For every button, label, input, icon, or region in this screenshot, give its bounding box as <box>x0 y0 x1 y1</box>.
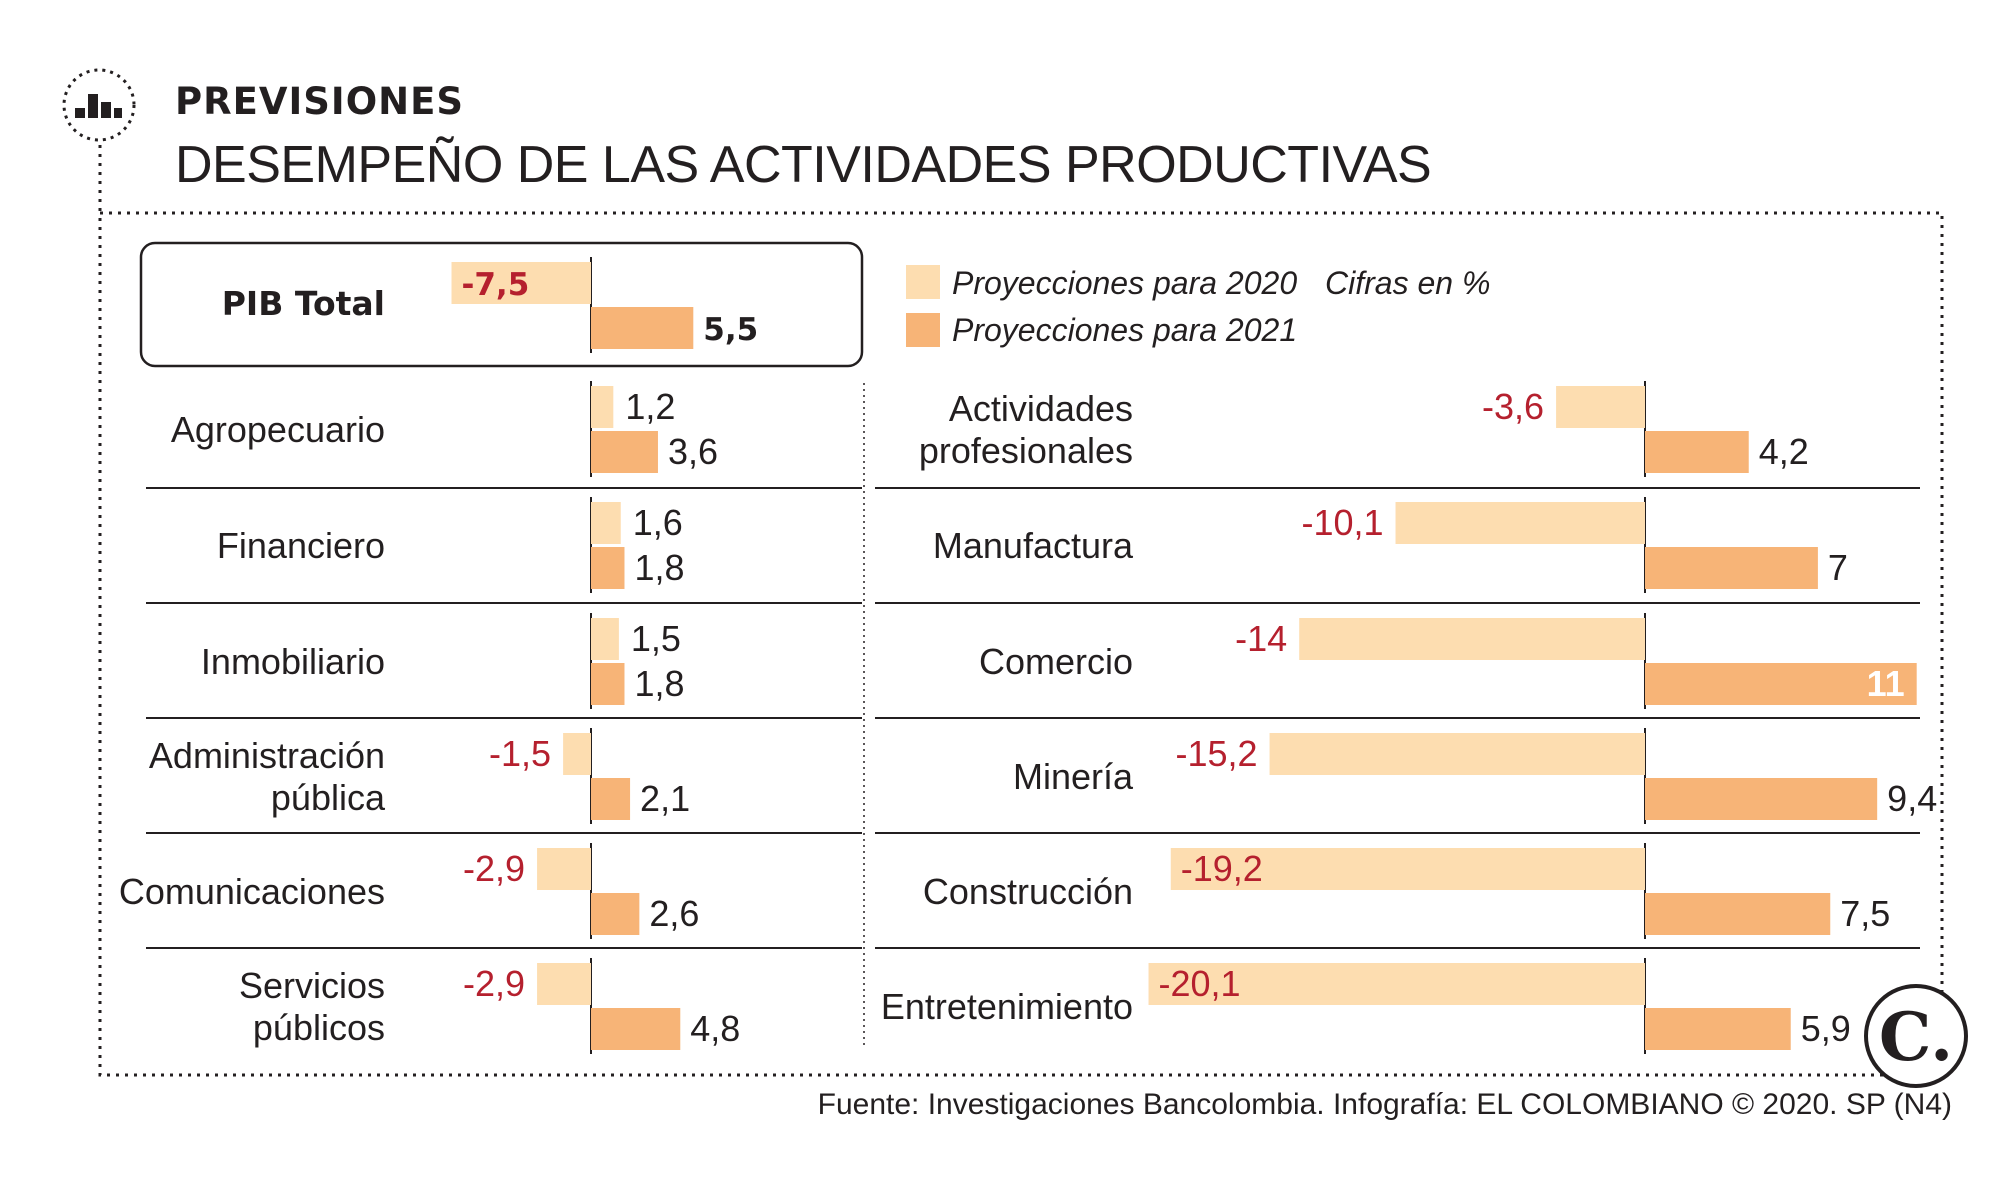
left-financiero-value-2021: 1,8 <box>634 547 684 588</box>
pib-total-bar-2020 <box>451 262 591 304</box>
left-comunicaciones-bar-2021 <box>591 893 640 935</box>
footer-source: Fuente: Investigaciones Bancolombia. Inf… <box>817 1088 1952 1121</box>
right-comercio-label: Comercio <box>979 641 1133 682</box>
left-agropecuario-bar-2021 <box>591 431 658 473</box>
left-servicios-publicos-bar-2021 <box>591 1008 681 1050</box>
left-comunicaciones-value-2021: 2,6 <box>649 893 699 934</box>
right-actividades-profesionales-value-2020: -3,6 <box>1482 386 1544 427</box>
right-actividades-profesionales-label: profesionales <box>919 430 1133 471</box>
chart-frame <box>98 211 1944 1077</box>
right-entretenimiento-bar-2021 <box>1645 1008 1791 1050</box>
left-inmobiliario-bar-2020 <box>591 618 619 660</box>
left-servicios-publicos-value-2021: 4,8 <box>690 1008 740 1049</box>
left-administracion-publica-bar-2021 <box>591 778 631 820</box>
right-construccion-value-2021: 7,5 <box>1840 893 1890 934</box>
left-administracion-publica-label: Administración <box>149 735 385 776</box>
left-agropecuario-value-2021: 3,6 <box>668 431 718 472</box>
pib-total-box <box>139 241 864 368</box>
pib-total-value-2020: -7,5 <box>462 267 530 303</box>
left-agropecuario-bar-2020 <box>591 386 614 428</box>
left-financiero-label: Financiero <box>217 525 385 566</box>
left-financiero-bar-2020 <box>591 502 621 544</box>
right-construccion-value-2020: -19,2 <box>1181 848 1263 889</box>
legend-swatch-2020 <box>906 265 940 299</box>
left-servicios-publicos-label: públicos <box>253 1007 385 1048</box>
right-comercio-bar-2020 <box>1299 618 1645 660</box>
left-agropecuario-label: Agropecuario <box>171 409 385 450</box>
pib-total-bar-2021 <box>591 307 694 349</box>
left-administracion-publica-label: pública <box>271 777 386 818</box>
left-administracion-publica-value-2020: -1,5 <box>489 733 551 774</box>
right-construccion-bar-2021 <box>1645 893 1831 935</box>
right-actividades-profesionales-label: Actividades <box>949 388 1133 429</box>
legend-swatch-2021 <box>906 313 940 347</box>
units-note: Cifras en % <box>1325 265 1490 301</box>
right-construccion-label: Construcción <box>923 871 1133 912</box>
legend-label-2020: Proyecciones para 2020 <box>952 265 1297 301</box>
right-comercio-value-2020: -14 <box>1235 618 1287 659</box>
el-colombiano-logo <box>1864 984 1968 1088</box>
left-financiero-value-2020: 1,6 <box>633 502 683 543</box>
pib-total-value-2021: 5,5 <box>703 312 758 348</box>
right-mineria-label: Minería <box>1013 756 1134 797</box>
left-comunicaciones-bar-2020 <box>537 848 591 890</box>
legend-label-2021: Proyecciones para 2021 <box>952 312 1297 348</box>
left-administracion-publica-value-2021: 2,1 <box>640 778 690 819</box>
right-manufactura-value-2021: 7 <box>1828 547 1848 588</box>
left-comunicaciones-label: Comunicaciones <box>119 871 385 912</box>
left-inmobiliario-label: Inmobiliario <box>201 641 385 682</box>
el-colombiano-logo-letter: C. <box>1879 998 1953 1076</box>
pib-total-label: PIB Total <box>222 284 385 323</box>
left-inmobiliario-value-2020: 1,5 <box>631 618 681 659</box>
left-inmobiliario-bar-2021 <box>591 663 625 705</box>
bar-chart-icon <box>62 68 136 142</box>
right-entretenimiento-value-2020: -20,1 <box>1159 963 1241 1004</box>
right-mineria-bar-2020 <box>1269 733 1645 775</box>
right-manufactura-value-2020: -10,1 <box>1301 502 1383 543</box>
right-entretenimiento-value-2021: 5,9 <box>1801 1008 1851 1049</box>
left-servicios-publicos-value-2020: -2,9 <box>463 963 525 1004</box>
right-entretenimiento-label: Entretenimiento <box>881 986 1133 1027</box>
right-comercio-bar-2021 <box>1645 663 1917 705</box>
kicker: PREVISIONES <box>175 80 465 123</box>
left-financiero-bar-2021 <box>591 547 625 589</box>
right-actividades-profesionales-value-2021: 4,2 <box>1759 431 1809 472</box>
left-inmobiliario-value-2021: 1,8 <box>634 663 684 704</box>
left-agropecuario-value-2020: 1,2 <box>625 386 675 427</box>
chart-title: DESEMPEÑO DE LAS ACTIVIDADES PRODUCTIVAS <box>175 136 1432 194</box>
left-administracion-publica-bar-2020 <box>563 733 591 775</box>
right-mineria-bar-2021 <box>1645 778 1878 820</box>
right-manufactura-bar-2020 <box>1395 502 1645 544</box>
right-mineria-value-2020: -15,2 <box>1175 733 1257 774</box>
right-mineria-value-2021: 9,4 <box>1887 778 1937 819</box>
right-actividades-profesionales-bar-2020 <box>1556 386 1645 428</box>
right-manufactura-label: Manufactura <box>933 525 1134 566</box>
right-entretenimiento-bar-2020 <box>1148 963 1645 1005</box>
right-manufactura-bar-2021 <box>1645 547 1818 589</box>
left-comunicaciones-value-2020: -2,9 <box>463 848 525 889</box>
right-actividades-profesionales-bar-2021 <box>1645 431 1749 473</box>
right-comercio-value-2021: 11 <box>1867 663 1905 704</box>
right-construccion-bar-2020 <box>1170 848 1645 890</box>
left-servicios-publicos-bar-2020 <box>537 963 591 1005</box>
left-servicios-publicos-label: Servicios <box>239 965 385 1006</box>
